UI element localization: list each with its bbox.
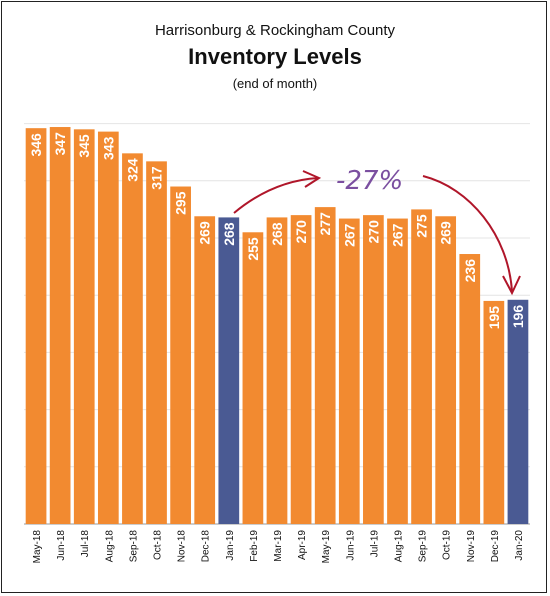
bar-jan-19: [218, 217, 240, 524]
x-tick-label: Jan-19: [225, 530, 236, 561]
bar-value-label: 236: [462, 259, 478, 283]
x-tick-label: Aug-19: [393, 530, 404, 563]
bar-value-label: 346: [28, 133, 44, 157]
bar-apr-19: [290, 215, 312, 524]
bar-mar-19: [266, 217, 288, 524]
x-tick-label: Jun-19: [345, 530, 356, 561]
bar-value-label: 295: [173, 191, 189, 215]
x-tick-label: Apr-19: [297, 530, 308, 560]
bar-jul-19: [363, 215, 384, 524]
x-tick-label: Dec-19: [490, 530, 501, 563]
bar-jun-19: [338, 218, 360, 525]
bar-nov-19: [459, 254, 481, 524]
chart-subtitle: Inventory Levels: [188, 44, 362, 69]
bar-value-label: 345: [76, 134, 92, 158]
x-tick-label: Jul-18: [80, 530, 91, 558]
bar-oct-18: [146, 161, 167, 524]
bar-value-label: 270: [293, 220, 309, 244]
x-tick-label: Nov-19: [466, 530, 477, 563]
x-tick-label: Nov-18: [177, 530, 188, 563]
bar-value-label: 324: [124, 158, 140, 182]
bar-value-label: 275: [414, 214, 430, 238]
bar-dec-19: [483, 300, 505, 524]
x-tick-label: Oct-18: [153, 530, 164, 560]
arrow-to-annotation: [233, 177, 319, 214]
chart-title: Harrisonburg & Rockingham County: [154, 22, 396, 39]
x-tick-label: Jul-19: [369, 530, 380, 558]
x-tick-label: Jun-18: [56, 530, 67, 561]
arrow-to-last-bar-head: [502, 275, 521, 296]
x-tick-label: Dec-18: [201, 530, 212, 563]
x-tick-label: May-19: [321, 530, 332, 564]
x-tick-label: Sep-19: [418, 530, 429, 563]
bar-value-label: 347: [52, 132, 68, 156]
bar-value-label: 277: [317, 212, 333, 236]
bar-value-label: 195: [486, 306, 502, 330]
bar-jun-18: [49, 127, 71, 524]
arrow-to-annotation-head: [302, 170, 322, 188]
bar-jan-20: [507, 299, 529, 524]
x-tick-label: Sep-18: [128, 530, 139, 563]
bar-value-label: 268: [221, 222, 237, 246]
bar-value-label: 343: [100, 136, 116, 160]
bar-sep-19: [411, 209, 432, 524]
x-tick-label: Mar-19: [273, 530, 284, 562]
bar-feb-19: [242, 232, 264, 524]
bar-value-label: 270: [365, 220, 381, 244]
bar-jul-18: [73, 129, 95, 524]
bar-sep-18: [122, 153, 143, 524]
bar-nov-18: [170, 186, 191, 524]
x-tick-label: May-18: [32, 530, 43, 564]
chart-note: (end of month): [232, 76, 318, 91]
bar-value-label: 255: [245, 237, 261, 261]
x-tick-label: Oct-19: [442, 530, 453, 560]
bar-may-18: [25, 128, 47, 524]
percent-change-annotation: -27%: [336, 166, 403, 196]
x-tick-label: Aug-18: [104, 530, 115, 563]
bar-value-label: 268: [269, 222, 285, 246]
arrow-to-last-bar: [422, 175, 513, 292]
bar-value-label: 269: [438, 221, 454, 245]
bar-aug-19: [387, 218, 408, 525]
bar-value-label: 269: [197, 221, 213, 245]
bar-aug-18: [97, 131, 119, 525]
bar-value-label: 267: [341, 223, 357, 247]
x-tick-label: Feb-19: [249, 530, 260, 562]
bar-oct-19: [435, 216, 457, 524]
bar-value-label: 267: [389, 223, 405, 247]
bar-value-label: 196: [510, 305, 526, 329]
bar-value-label: 317: [149, 166, 165, 190]
x-tick-label: Jan-20: [514, 530, 525, 561]
bar-dec-18: [194, 216, 216, 524]
bar-may-19: [314, 207, 336, 525]
